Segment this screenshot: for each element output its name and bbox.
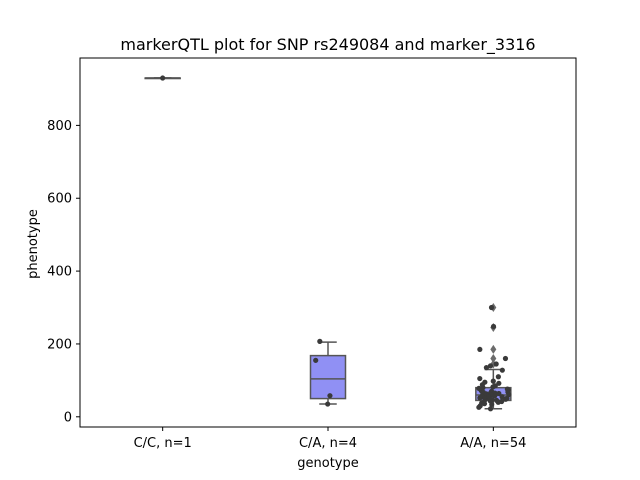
- data-point: [489, 401, 495, 408]
- data-point: [477, 346, 483, 353]
- y-tick-label: 600: [47, 192, 72, 207]
- data-point: [327, 393, 333, 399]
- data-point: [496, 390, 502, 397]
- data-point: [481, 401, 488, 407]
- data-point: [495, 399, 501, 405]
- data-point: [495, 374, 501, 380]
- x-tick-label: A/A, n=54: [460, 436, 526, 451]
- x-tick-label: C/C, n=1: [134, 436, 192, 451]
- data-point: [492, 393, 498, 399]
- data-point: [483, 365, 490, 371]
- outlier-marker: [490, 354, 497, 364]
- data-point: [487, 406, 494, 412]
- plot-frame: [79, 57, 577, 428]
- data-point: [502, 355, 509, 362]
- y-tick-label: 400: [47, 265, 72, 280]
- data-point: [477, 395, 483, 401]
- x-tick-label: C/A, n=4: [299, 436, 357, 451]
- data-point: [490, 378, 496, 384]
- data-point: [493, 361, 499, 367]
- y-tick-label: 0: [64, 410, 72, 425]
- data-point: [325, 401, 331, 407]
- data-point: [503, 396, 509, 402]
- data-point: [313, 357, 319, 363]
- data-point: [499, 367, 505, 373]
- data-point: [317, 338, 323, 344]
- x-axis-label: genotype: [297, 456, 358, 471]
- data-point: [488, 304, 495, 311]
- plot-layer: 0 200 400 600 800 C/C, n=1 C/A, n=4 A/A, n=54: [47, 75, 526, 451]
- y-tick-label: 200: [47, 337, 72, 352]
- data-point: [487, 363, 494, 369]
- chart-title: markerQTL plot for SNP rs249084 and mark…: [120, 35, 535, 55]
- data-point: [490, 384, 496, 390]
- data-point: [160, 75, 166, 81]
- y-axis-label: phenotype: [26, 209, 41, 279]
- data-point: [477, 375, 483, 382]
- y-tick-label: 800: [47, 119, 72, 134]
- data-point: [490, 323, 497, 330]
- outlier-marker: [490, 344, 497, 354]
- data-point: [476, 404, 482, 410]
